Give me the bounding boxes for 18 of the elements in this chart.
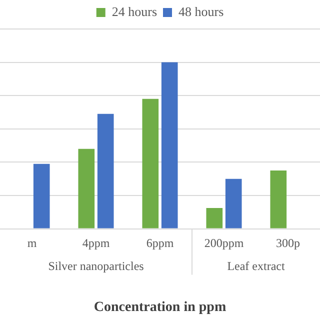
- x-tick-label: m: [27, 236, 38, 250]
- bar: [97, 114, 114, 228]
- text: Silver nanoparticles: [48, 258, 144, 273]
- x-tick-label: 300p: [276, 236, 300, 250]
- bar: [142, 98, 159, 228]
- bar: [161, 62, 178, 228]
- text: Leaf extract: [227, 258, 286, 273]
- x-tick-label: 6ppm: [146, 236, 174, 250]
- bar: [225, 178, 242, 228]
- bar: [206, 208, 223, 228]
- bar: [78, 148, 95, 228]
- bar: [270, 170, 287, 228]
- x-tick-label: 200ppm: [204, 236, 244, 250]
- bar: [33, 164, 50, 228]
- x-tick-label: 4ppm: [82, 236, 110, 250]
- legend-label: 24 hours: [112, 4, 157, 19]
- legend-label: 48 hours: [178, 4, 224, 19]
- x-axis-title: Concentration in ppm: [94, 300, 226, 316]
